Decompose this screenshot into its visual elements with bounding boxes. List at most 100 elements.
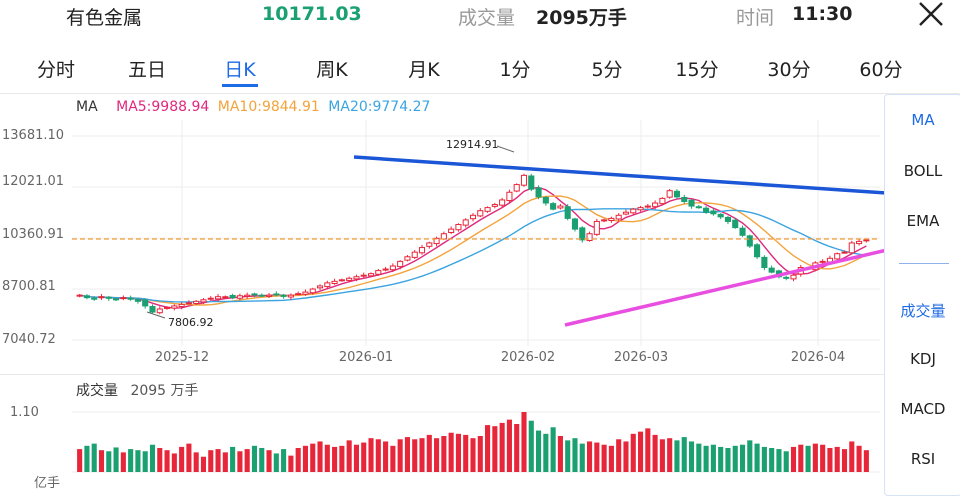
- tab-weekly-k[interactable]: 周K: [316, 59, 348, 81]
- candle-body: [265, 294, 273, 297]
- candle-body: [316, 285, 324, 289]
- tabs-divider: [0, 93, 960, 94]
- volume-bar: [383, 441, 389, 472]
- volume-bar: [98, 450, 105, 472]
- candle-body: [557, 205, 564, 209]
- candle-body: [856, 240, 863, 245]
- upper-trendline: [353, 155, 960, 200]
- candle-body: [346, 277, 353, 281]
- tab-1min[interactable]: 1分: [499, 59, 531, 81]
- volume-bar: [856, 445, 862, 472]
- candle-body: [768, 267, 775, 273]
- indicator-ma[interactable]: MA: [911, 111, 935, 129]
- candle-body: [499, 199, 506, 206]
- volume-bar: [812, 443, 818, 472]
- volume-bar: [179, 446, 185, 472]
- ma20-line: [79, 208, 867, 303]
- volume-bar: [747, 440, 753, 472]
- volume-bar: [171, 453, 177, 472]
- volume-bar: [237, 451, 243, 472]
- volume-bar: [332, 446, 338, 472]
- volume-bar: [667, 438, 673, 472]
- candle-body: [273, 293, 280, 296]
- volume-bar: [106, 451, 112, 472]
- tab-fenshi[interactable]: 分时: [36, 59, 76, 81]
- candle-body: [295, 293, 302, 296]
- volume-bar: [703, 445, 709, 472]
- volume-bar: [681, 437, 687, 472]
- volume-bar: [849, 441, 855, 472]
- volume-bar: [128, 449, 134, 472]
- indicator-volume[interactable]: 成交量: [900, 302, 946, 320]
- close-icon[interactable]: [916, 0, 946, 28]
- volume-bar: [339, 445, 345, 472]
- candle-body: [739, 227, 746, 236]
- volume-bar: [295, 448, 301, 472]
- ma10-value: MA10:9844.91: [217, 99, 320, 115]
- candle-body: [280, 294, 287, 297]
- candle-body: [681, 196, 688, 202]
- volume-bar: [536, 430, 542, 472]
- volume-bar: [725, 448, 731, 472]
- volume-bar: [164, 450, 170, 472]
- volume-bar: [368, 438, 374, 472]
- candle-body: [550, 203, 557, 210]
- volume-bar: [637, 431, 644, 472]
- candle-body: [819, 260, 826, 263]
- tab-wuri[interactable]: 五日: [127, 59, 167, 81]
- candle-body: [229, 294, 236, 299]
- candle-body: [193, 300, 200, 304]
- volume-bar: [324, 444, 330, 472]
- candle-body: [98, 296, 105, 299]
- quote-header: 有色金属 10171.03 成交量 2095万手 时间 11:30: [0, 0, 960, 40]
- candle-body: [360, 274, 367, 277]
- volume-bar: [426, 434, 432, 472]
- tab-30min[interactable]: 30分: [767, 59, 811, 81]
- volume-bar: [273, 453, 279, 472]
- candle-body: [783, 276, 790, 279]
- volume-bar: [230, 446, 236, 472]
- volume-bar: [215, 449, 221, 472]
- candle-body: [149, 306, 156, 313]
- volume-bar: [288, 455, 294, 472]
- candle-body: [528, 175, 535, 190]
- candle-body: [659, 197, 666, 205]
- indicator-boll[interactable]: BOLL: [903, 162, 943, 180]
- tab-5min[interactable]: 5分: [591, 59, 623, 81]
- indicator-macd[interactable]: MACD: [900, 400, 946, 418]
- y-tick-label: 10360.91: [2, 227, 65, 242]
- volume-bar: [587, 441, 593, 472]
- volume-bar: [485, 425, 491, 472]
- volume-bar: [798, 444, 804, 472]
- x-tick-label: 2026-01: [338, 350, 394, 365]
- volume-bars: [77, 412, 869, 472]
- candle-body: [637, 207, 644, 211]
- volume-bar: [769, 448, 775, 472]
- volume-bar: [434, 438, 440, 472]
- indicator-ema[interactable]: EMA: [906, 212, 940, 230]
- ma20-value: MA20:9774.27: [328, 99, 431, 115]
- candle-body: [113, 298, 120, 301]
- candle-body: [200, 299, 207, 303]
- volume-bar: [601, 444, 607, 472]
- candle-body: [652, 202, 659, 208]
- candle-body: [448, 228, 455, 233]
- candle-body: [83, 295, 90, 299]
- volume-bar: [521, 412, 527, 472]
- candle-body: [302, 291, 309, 295]
- indicator-rsi[interactable]: RSI: [910, 450, 936, 468]
- candle-body: [571, 218, 579, 230]
- ma-legend-label: MA: [76, 99, 98, 115]
- time-label: 时间: [736, 7, 775, 29]
- indicator-kdj[interactable]: KDJ: [910, 350, 936, 368]
- volume-bar: [251, 445, 258, 472]
- x-tick-label: 2025-12: [154, 350, 210, 365]
- tab-60min[interactable]: 60分: [859, 59, 903, 81]
- candle-body: [404, 256, 411, 261]
- tab-monthly-k[interactable]: 月K: [408, 59, 440, 81]
- candle-body: [841, 251, 848, 254]
- tab-daily-k[interactable]: 日K: [224, 59, 256, 81]
- tab-15min[interactable]: 15分: [675, 59, 719, 81]
